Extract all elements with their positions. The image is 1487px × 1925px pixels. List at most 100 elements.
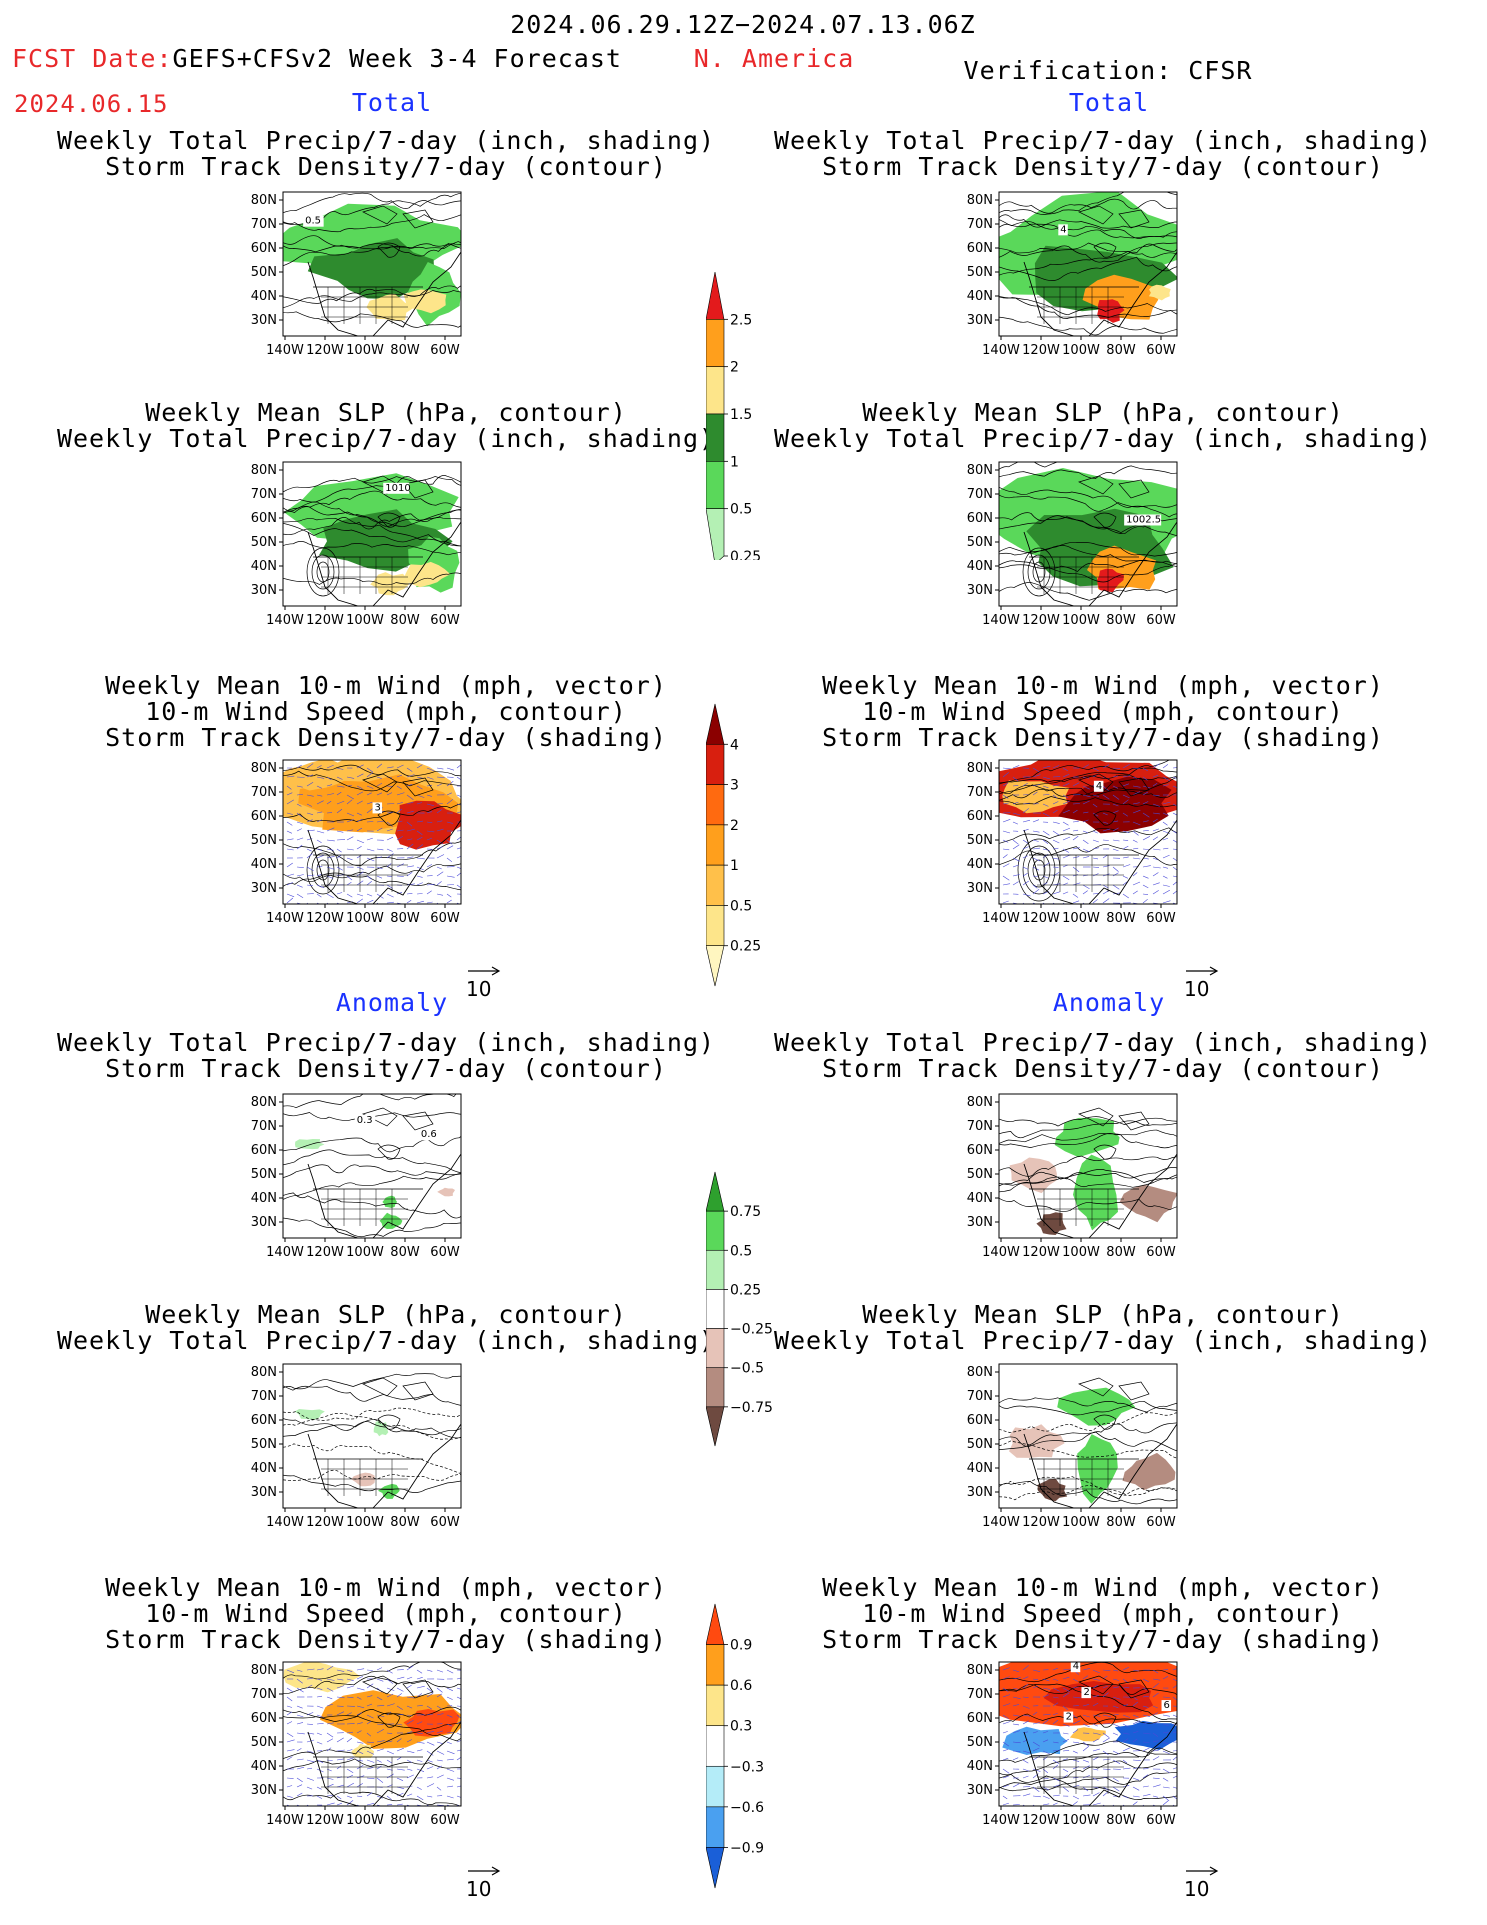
lon-tick-label: 80W: [390, 911, 420, 926]
colorbar-label: 0.5: [730, 1243, 752, 1259]
lat-tick-label: 60N: [967, 241, 993, 256]
lon-tick-label: 140W: [982, 343, 1020, 358]
lon-tick-label: 140W: [266, 1245, 304, 1260]
lat-tick-label: 70N: [251, 1389, 277, 1404]
colorbar-label: 0.5: [730, 898, 752, 914]
colorbar-label: −0.9: [730, 1840, 764, 1856]
lat-tick-label: 30N: [967, 1485, 993, 1500]
lat-tick-label: 50N: [967, 535, 993, 550]
lat-tick-label: 70N: [251, 785, 277, 800]
lat-tick-label: 40N: [251, 857, 277, 872]
lat-tick-label: 80N: [251, 1663, 277, 1678]
map-anom-wind-storm-gefs: 80N 70N 60N 50N 40N 30N 140W 120W 100W 80W 60W: [251, 1661, 462, 1828]
lat-tick-label: 70N: [967, 487, 993, 502]
lon-tick-label: 60W: [1146, 343, 1176, 358]
lon-tick-label: 140W: [266, 911, 304, 926]
lon-tick-label: 60W: [430, 1813, 460, 1828]
lon-tick-label: 140W: [982, 1813, 1020, 1828]
lon-tick-label: 100W: [1062, 343, 1100, 358]
colorbar-swatch: [706, 703, 725, 745]
lat-tick-label: 40N: [251, 1759, 277, 1774]
contour-label: 4: [1073, 1661, 1079, 1672]
lon-tick-label: 100W: [346, 343, 384, 358]
lat-tick-label: 30N: [251, 313, 277, 328]
colorbar-label: −0.3: [730, 1759, 764, 1775]
lon-tick-label: 100W: [346, 911, 384, 926]
lat-tick-label: 40N: [251, 1461, 277, 1476]
lat-tick-label: 30N: [251, 881, 277, 896]
lat-tick-label: 30N: [967, 1215, 993, 1230]
lat-tick-label: 60N: [251, 511, 277, 526]
colorbar-label: 0.75: [730, 1204, 761, 1220]
fcst-date-label: FCST Date:: [12, 44, 173, 73]
lat-tick-label: 80N: [251, 761, 277, 776]
colorbar-swatch: [706, 743, 725, 785]
lat-tick-label: 50N: [251, 1735, 277, 1750]
lon-tick-label: 100W: [1062, 911, 1100, 926]
panel-title: Weekly Mean SLP (hPa, contour) Weekly Tot…: [56, 398, 716, 453]
lat-tick-label: 30N: [967, 881, 993, 896]
lon-tick-label: 120W: [306, 911, 344, 926]
lon-tick-label: 140W: [982, 1245, 1020, 1260]
colorbar-swatch: [706, 784, 725, 826]
contour-label: 6: [1164, 1700, 1170, 1711]
lat-tick-label: 40N: [967, 559, 993, 574]
section-anomaly-right: Anomaly: [1052, 988, 1166, 1017]
lon-tick-label: 120W: [1022, 1813, 1060, 1828]
lon-tick-label: 120W: [306, 1515, 344, 1530]
colorbar-swatch: [706, 1847, 725, 1889]
lon-tick-label: 120W: [1022, 911, 1060, 926]
lon-tick-label: 80W: [1106, 911, 1136, 926]
colorbar-label: 0.5: [730, 502, 752, 518]
lat-tick-label: 40N: [967, 1191, 993, 1206]
lon-tick-label: 100W: [1062, 1245, 1100, 1260]
panel-title: Weekly Total Precip/7-day (inch, shading…: [773, 1028, 1433, 1083]
panel-title: Weekly Mean 10-m Wind (mph, vector) 10-m …: [105, 1573, 667, 1654]
map-total-precip-storm-gefs: 0.5 80N 70N 60N 50N 40N 30N 140W 120W 100W 80W 60W: [251, 191, 462, 358]
lon-tick-label: 80W: [1106, 1245, 1136, 1260]
colorbar-label: 1.5: [730, 407, 752, 423]
section-total-left: Total: [351, 88, 433, 117]
vector-ref-left-total: 10: [466, 962, 502, 1001]
panel-title: Weekly Mean SLP (hPa, contour) Weekly Tot…: [56, 1300, 716, 1355]
lat-tick-label: 80N: [967, 193, 993, 208]
verification-label: Verification: CFSR: [963, 56, 1253, 85]
colorbar-swatch: [706, 1328, 725, 1369]
lat-tick-label: 80N: [967, 761, 993, 776]
map-total-wind-storm-cfsr: 4 80N 70N 60N 50N 40N 30N 140W 120W 100W 80W 60W: [967, 759, 1178, 926]
contour-label: 2: [1083, 1687, 1089, 1698]
lon-tick-label: 60W: [1146, 613, 1176, 628]
lon-tick-label: 60W: [430, 911, 460, 926]
lon-tick-label: 80W: [390, 613, 420, 628]
lat-tick-label: 30N: [967, 1783, 993, 1798]
colorbar-label: 3: [730, 778, 739, 794]
forecast-label-row: FCST Date:GEFS+CFSv2 Week 3-4 Forecast: [12, 44, 622, 73]
forecast-title: GEFS+CFSv2 Week 3-4 Forecast: [172, 44, 622, 73]
lon-tick-label: 60W: [1146, 1813, 1176, 1828]
lat-tick-label: 50N: [251, 1167, 277, 1182]
lon-tick-label: 120W: [306, 1245, 344, 1260]
lon-tick-label: 60W: [430, 613, 460, 628]
lat-tick-label: 30N: [251, 1485, 277, 1500]
panel-title: Weekly Total Precip/7-day (inch, shading…: [56, 1028, 716, 1083]
map-anom-slp-precip-cfsr: 80N 70N 60N 50N 40N 30N 140W 120W 100W 80W 60W: [967, 1363, 1178, 1530]
colorbar-swatch: [706, 1684, 725, 1727]
lon-tick-label: 80W: [1106, 1813, 1136, 1828]
colorbar-swatch: [706, 824, 725, 866]
lat-tick-label: 30N: [967, 313, 993, 328]
lon-tick-label: 120W: [306, 343, 344, 358]
lon-tick-label: 120W: [306, 1813, 344, 1828]
lat-tick-label: 80N: [967, 1095, 993, 1110]
colorbar-swatch: [706, 1603, 725, 1645]
lat-tick-label: 70N: [251, 1119, 277, 1134]
colorbar-swatch: [706, 864, 725, 906]
lat-tick-label: 80N: [967, 1365, 993, 1380]
colorbar-swatch: [706, 1367, 725, 1408]
colorbar-label: 0.25: [730, 1282, 761, 1298]
lat-tick-label: 60N: [967, 1413, 993, 1428]
colorbar-label: 0.6: [730, 1678, 752, 1694]
map-total-wind-storm-gefs: 3 80N 70N 60N 50N 40N 30N 140W 120W 100W 80W 60W: [251, 759, 462, 926]
lon-tick-label: 120W: [1022, 613, 1060, 628]
lon-tick-label: 100W: [346, 1813, 384, 1828]
lon-tick-label: 80W: [390, 1813, 420, 1828]
